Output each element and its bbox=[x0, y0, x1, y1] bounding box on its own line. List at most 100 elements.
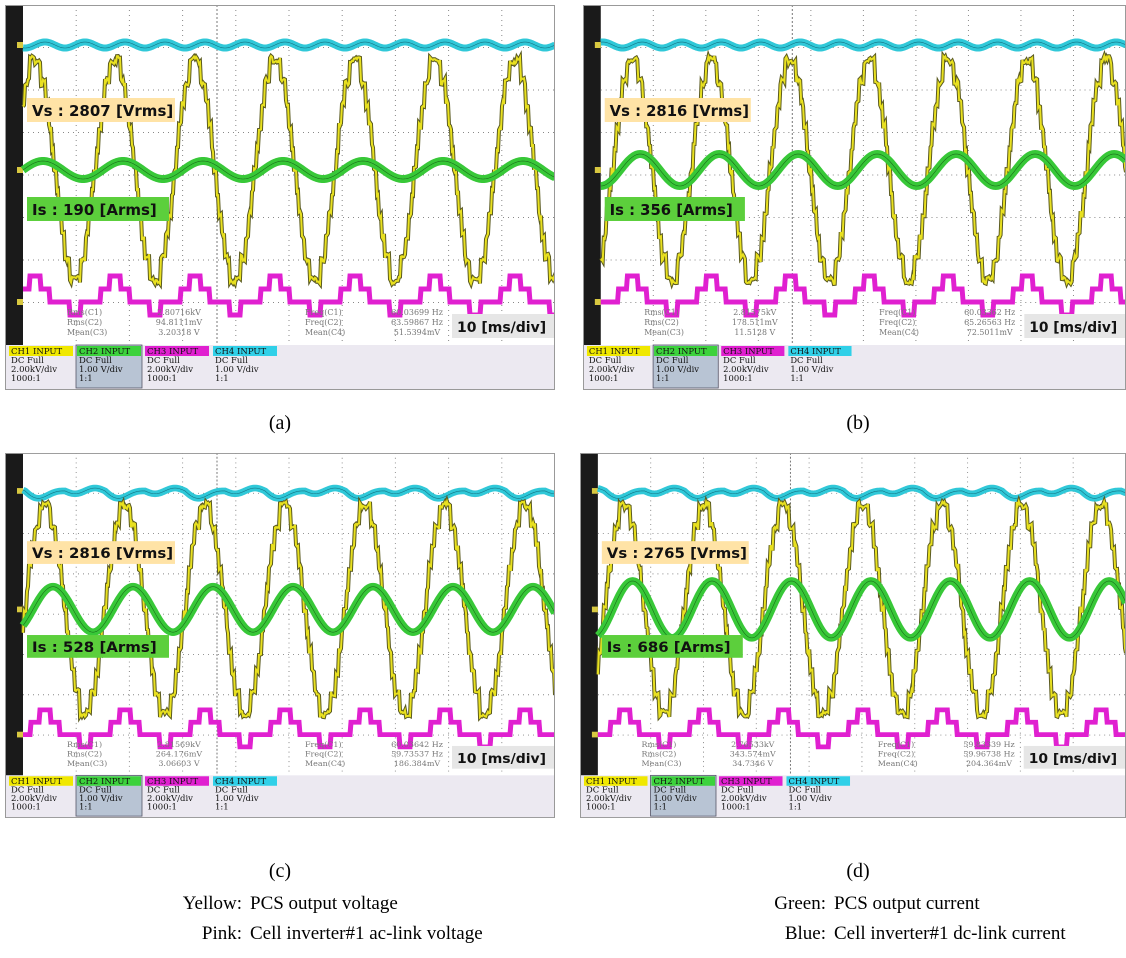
measure-value: 2.76533kV bbox=[731, 740, 775, 749]
timebase: 10 [ms/div] bbox=[457, 751, 546, 767]
measure-name: Freq(C1) bbox=[879, 308, 915, 317]
measure-value: 59.96738 Hz bbox=[963, 750, 1014, 759]
measure-value: 60.03642 Hz bbox=[391, 740, 443, 749]
measure-name: Freq(C1) bbox=[305, 308, 342, 317]
measure-name: Rms(C1) bbox=[67, 308, 102, 317]
measure-name: Freq(C2) bbox=[879, 318, 915, 327]
ground-marker bbox=[17, 299, 23, 305]
timebase: 10 [ms/div] bbox=[1029, 320, 1117, 336]
legend-key: Blue: bbox=[736, 923, 826, 945]
ground-marker bbox=[595, 299, 601, 305]
measure-name: Rms(C1) bbox=[642, 740, 677, 749]
channel-setting: 1:1 bbox=[790, 373, 804, 383]
is-label: Is : 356 [Arms] bbox=[610, 201, 733, 219]
measure-name: Mean(C3) bbox=[642, 759, 682, 768]
measure-value: 60.03699 Hz bbox=[391, 308, 443, 317]
ground-marker bbox=[595, 167, 601, 173]
channel-setting: 1000:1 bbox=[589, 373, 618, 383]
measure-name: Mean(C4) bbox=[305, 328, 345, 337]
legend-key: Yellow: bbox=[152, 893, 242, 915]
legend-text: PCS output current bbox=[834, 893, 980, 915]
measure-name: Mean(C4) bbox=[878, 759, 918, 768]
legend-key: Green: bbox=[736, 893, 826, 915]
measure-value: 204.364mV bbox=[966, 759, 1012, 768]
left-strip bbox=[583, 5, 601, 345]
caption: (d) bbox=[828, 860, 888, 883]
measure-value: 59.83339 Hz bbox=[963, 740, 1014, 749]
channel-setting: 1000:1 bbox=[11, 374, 41, 384]
scope-screen: Rms(C1)2.81569kVRms(C2)264.176mVMean(C3)… bbox=[5, 453, 555, 818]
vs-label: Vs : 2765 [Vrms] bbox=[607, 546, 747, 563]
channel-setting: 1:1 bbox=[79, 802, 93, 812]
measure-value: 63.59867 Hz bbox=[391, 318, 443, 327]
vs-label: Vs : 2807 [Vrms] bbox=[32, 102, 173, 120]
measure-value: 11.5128 V bbox=[734, 328, 775, 337]
timebase: 10 [ms/div] bbox=[1029, 751, 1117, 767]
measure-name: Rms(C2) bbox=[67, 750, 102, 759]
channel-setting: 1:1 bbox=[79, 374, 93, 384]
channel-setting: 1000:1 bbox=[586, 802, 616, 812]
vs-label: Vs : 2816 [Vrms] bbox=[32, 546, 173, 563]
measure-value: 60.03362 Hz bbox=[964, 308, 1015, 317]
measure-value: 34.7346 V bbox=[732, 759, 773, 768]
left-strip bbox=[5, 453, 23, 775]
left-strip bbox=[580, 453, 598, 775]
channel-setting: 1000:1 bbox=[147, 374, 177, 384]
caption: (b) bbox=[828, 412, 888, 435]
left-strip bbox=[5, 5, 23, 345]
measure-value: 343.574mV bbox=[730, 750, 776, 759]
channel-setting: 1000:1 bbox=[11, 802, 41, 812]
timebase: 10 [ms/div] bbox=[457, 320, 546, 336]
measure-value: 65.26563 Hz bbox=[964, 318, 1015, 327]
is-label: Is : 190 [Arms] bbox=[32, 201, 157, 219]
measure-value: 3.20318 V bbox=[158, 328, 200, 337]
channel-setting: 1000:1 bbox=[723, 373, 752, 383]
figure: Rms(C1)2.80716kVRms(C2)94.8111mVMean(C3)… bbox=[0, 0, 1126, 958]
measure-name: Mean(C4) bbox=[305, 759, 345, 768]
measure-value: 2.81569kV bbox=[157, 740, 201, 749]
measure-name: Mean(C3) bbox=[644, 328, 684, 337]
measure-value: 51.5394mV bbox=[394, 328, 441, 337]
caption: (a) bbox=[250, 412, 310, 435]
scope-screen: Rms(C1)2.80716kVRms(C2)94.8111mVMean(C3)… bbox=[5, 5, 555, 390]
ground-marker bbox=[592, 607, 598, 613]
measure-value: 2.81575kV bbox=[733, 308, 776, 317]
channel-setting: 1:1 bbox=[788, 802, 802, 812]
measure-name: Freq(C1) bbox=[305, 740, 342, 749]
legend-text: Cell inverter#1 ac-link voltage bbox=[250, 923, 483, 945]
measure-name: Rms(C2) bbox=[642, 750, 677, 759]
measure-value: 264.176mV bbox=[156, 750, 203, 759]
measure-value: 3.06603 V bbox=[158, 759, 200, 768]
channel-setting: 1:1 bbox=[215, 374, 229, 384]
legend-text: PCS output voltage bbox=[250, 893, 398, 915]
measure-name: Freq(C1) bbox=[878, 740, 914, 749]
measure-name: Rms(C2) bbox=[644, 318, 679, 327]
measure-name: Rms(C2) bbox=[67, 318, 102, 327]
channel-setting: 1000:1 bbox=[721, 802, 751, 812]
scope-b: Rms(C1) 2.81575kV Rms(C2) 178.511mV Mean(C3)… bbox=[583, 5, 1126, 390]
measure-value: 59.73537 Hz bbox=[391, 750, 443, 759]
measure-name: Rms(C1) bbox=[67, 740, 102, 749]
measure-name: Mean(C4) bbox=[879, 328, 919, 337]
is-label: Is : 686 [Arms] bbox=[607, 639, 731, 656]
measure-name: Rms(C1) bbox=[644, 308, 679, 317]
ground-marker bbox=[592, 732, 598, 738]
is-label: Is : 528 [Arms] bbox=[32, 639, 157, 656]
channel-setting: 1000:1 bbox=[147, 802, 177, 812]
measure-name: Freq(C2) bbox=[305, 750, 342, 759]
scope-screen: Rms(C1) 2.76533kV Rms(C2) 343.574mV Mean(C3)… bbox=[580, 453, 1126, 818]
legend-key: Pink: bbox=[152, 923, 242, 945]
channel-setting: 1:1 bbox=[653, 802, 667, 812]
caption: (c) bbox=[250, 860, 310, 883]
measure-name: Mean(C3) bbox=[67, 328, 107, 337]
measure-value: 72.5011mV bbox=[967, 328, 1013, 337]
scope-d: Rms(C1) 2.76533kV Rms(C2) 343.574mV Mean(C3)… bbox=[580, 453, 1126, 818]
channel-setting: 1:1 bbox=[215, 802, 229, 812]
ground-marker bbox=[17, 732, 23, 738]
measure-name: Freq(C2) bbox=[878, 750, 914, 759]
ground-marker bbox=[17, 42, 23, 48]
measure-value: 178.511mV bbox=[732, 318, 778, 327]
channel-setting: 1:1 bbox=[656, 373, 670, 383]
